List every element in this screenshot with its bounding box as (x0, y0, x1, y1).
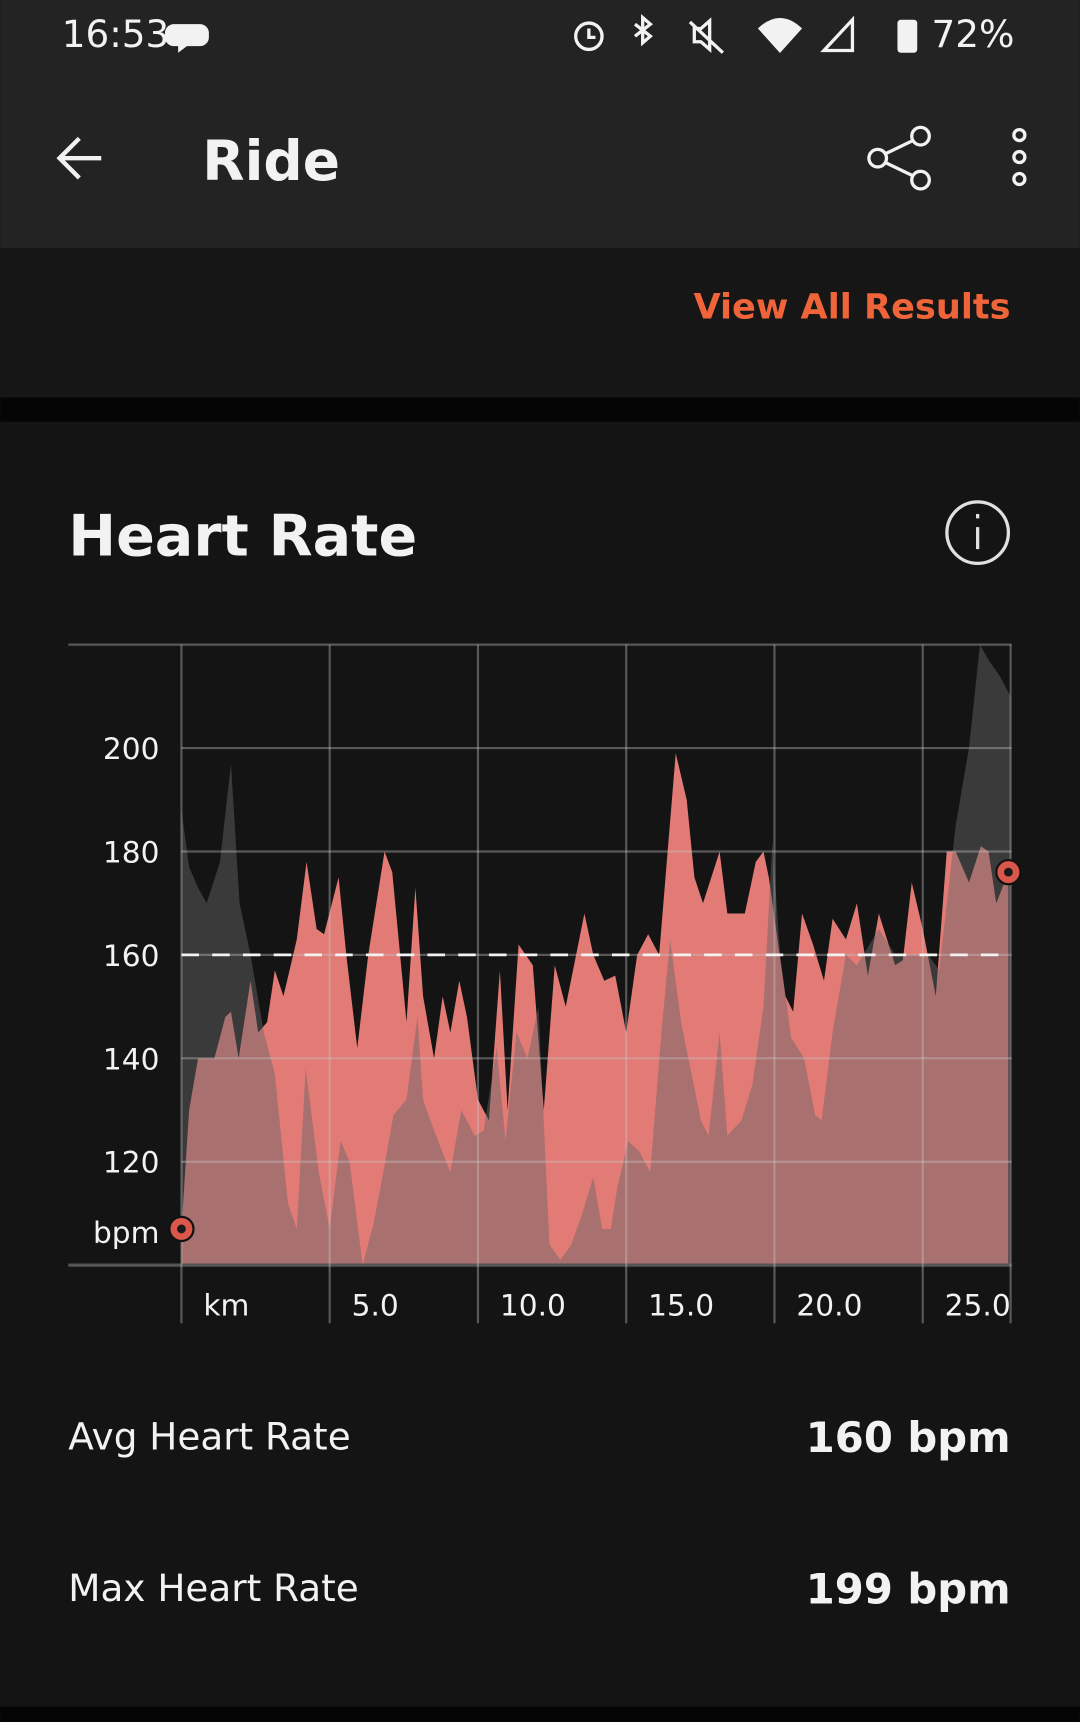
stat-label: Avg Heart Rate (68, 1415, 350, 1459)
stat-value: 199 bpm (806, 1564, 1011, 1613)
heart-rate-area (181, 644, 1011, 1266)
battery-icon (897, 19, 918, 53)
app-title: Ride (202, 129, 340, 193)
results-bar (0, 248, 1080, 398)
divider (0, 1706, 1080, 1722)
stat-value: 160 bpm (806, 1413, 1011, 1462)
divider (0, 397, 1080, 422)
x-tick-label: 15.0 (648, 1288, 714, 1323)
stat-label: Max Heart Rate (68, 1566, 358, 1610)
x-tick-label: km (203, 1288, 249, 1323)
x-tick-label: 25.0 (945, 1288, 1011, 1323)
y-tick-label: 180 (103, 834, 160, 869)
end-marker-dot (177, 1224, 186, 1234)
menu-button[interactable] (1012, 127, 1027, 187)
status-battery: 72% (932, 12, 1015, 56)
heart-rate-chart: 120 140 160 180 200 km 5.0 10.0 15.0 20.0 25.0 bpm (68, 643, 1022, 1324)
heart-rate-area (181, 753, 1009, 1266)
y-tick-label: 120 (103, 1145, 160, 1180)
status-icon (164, 24, 209, 53)
x-tick-label: 20.0 (796, 1288, 862, 1323)
y-axis-label: bpm (93, 1215, 160, 1250)
info-circle (945, 500, 1011, 566)
info-button[interactable] (945, 500, 1011, 566)
view-all-results[interactable]: View All Results (693, 286, 1010, 327)
chart-title: Heart Rate (68, 504, 417, 570)
status-time: 16:53 (62, 12, 170, 56)
y-tick-label: 160 (103, 938, 160, 973)
y-tick-label: 140 (103, 1041, 160, 1076)
status-icons (574, 13, 855, 54)
y-tick-label: 200 (103, 731, 160, 766)
share-button[interactable] (867, 125, 931, 191)
x-tick-label: 10.0 (500, 1288, 566, 1323)
end-marker-dot (1004, 867, 1013, 877)
x-tick-label: 5.0 (352, 1288, 399, 1323)
back-button[interactable] (56, 136, 102, 180)
